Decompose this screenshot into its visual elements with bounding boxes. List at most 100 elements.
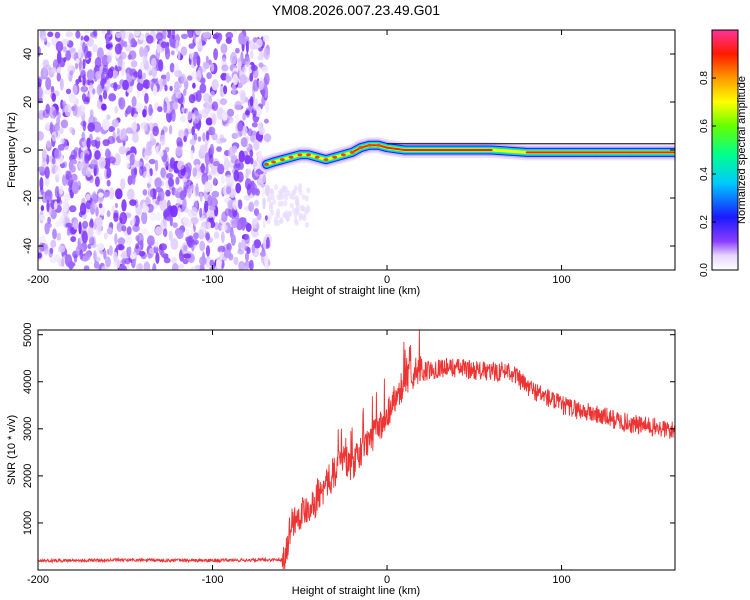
noise-speckle bbox=[142, 201, 147, 213]
noise-speckle bbox=[279, 217, 284, 224]
noise-speckle bbox=[70, 159, 78, 165]
noise-speckle bbox=[220, 43, 228, 54]
ridge-peak-mark bbox=[332, 155, 338, 159]
noise-speckle bbox=[203, 63, 210, 69]
noise-speckle bbox=[94, 176, 100, 187]
snr-ytick-label: 1000 bbox=[22, 511, 34, 535]
noise-speckle bbox=[265, 100, 270, 113]
noise-speckle bbox=[83, 265, 90, 270]
noise-speckle bbox=[202, 31, 211, 39]
colorbar-ticks: 0.0 0.2 0.4 0.6 0.8 bbox=[699, 71, 716, 277]
noise-speckle bbox=[132, 132, 139, 143]
noise-speckle bbox=[194, 200, 198, 208]
noise-speckle bbox=[81, 255, 89, 262]
noise-speckle bbox=[262, 34, 270, 43]
noise-speckle bbox=[232, 73, 239, 86]
noise-speckle bbox=[206, 101, 213, 112]
noise-speckle bbox=[67, 260, 75, 270]
noise-speckle bbox=[145, 196, 149, 203]
noise-speckle bbox=[266, 236, 270, 249]
noise-speckle bbox=[157, 106, 163, 113]
noise-speckle bbox=[96, 84, 102, 96]
noise-speckle bbox=[168, 230, 173, 242]
noise-speckle bbox=[69, 70, 74, 76]
noise-speckle bbox=[200, 163, 206, 174]
noise-speckle bbox=[83, 35, 90, 42]
noise-speckle bbox=[172, 101, 179, 110]
noise-speckle bbox=[226, 186, 232, 195]
noise-speckle bbox=[230, 233, 236, 246]
noise-speckle bbox=[127, 105, 132, 113]
noise-speckle bbox=[102, 191, 110, 198]
noise-speckle bbox=[82, 220, 89, 229]
noise-speckle bbox=[147, 235, 155, 247]
noise-speckle bbox=[174, 81, 180, 92]
noise-speckle bbox=[101, 82, 105, 89]
noise-speckle bbox=[56, 232, 62, 241]
noise-speckle bbox=[211, 101, 219, 111]
noise-speckle bbox=[75, 30, 81, 39]
noise-speckle bbox=[94, 57, 102, 69]
noise-speckle bbox=[64, 145, 72, 151]
noise-speckle bbox=[117, 237, 126, 246]
noise-speckle bbox=[108, 187, 115, 200]
ridge-peak-mark bbox=[375, 143, 381, 147]
noise-speckle bbox=[151, 65, 158, 78]
noise-speckle bbox=[158, 143, 162, 150]
noise-speckle bbox=[249, 157, 254, 165]
noise-speckle bbox=[89, 236, 95, 246]
noise-speckle bbox=[233, 30, 238, 35]
noise-speckle bbox=[221, 174, 225, 185]
noise-speckle bbox=[298, 183, 303, 190]
noise-speckle bbox=[70, 149, 78, 161]
noise-speckle bbox=[181, 107, 185, 113]
noise-speckle bbox=[195, 70, 202, 82]
noise-speckle bbox=[65, 50, 72, 61]
noise-speckle bbox=[105, 148, 111, 159]
noise-speckle bbox=[263, 48, 270, 60]
noise-speckle bbox=[57, 245, 66, 253]
noise-speckle bbox=[263, 236, 267, 250]
noise-speckle bbox=[217, 163, 225, 175]
noise-speckle bbox=[44, 222, 50, 235]
noise-speckle bbox=[171, 257, 178, 265]
noise-speckle bbox=[142, 72, 146, 80]
noise-speckle bbox=[46, 154, 50, 165]
noise-speckle bbox=[108, 156, 116, 164]
noise-speckle bbox=[71, 181, 79, 195]
noise-speckle bbox=[244, 154, 252, 165]
noise-speckle bbox=[68, 93, 76, 104]
noise-speckle bbox=[269, 188, 274, 195]
noise-speckle bbox=[246, 247, 251, 254]
noise-speckle bbox=[244, 178, 252, 191]
noise-speckle bbox=[238, 150, 245, 163]
noise-speckle bbox=[118, 97, 126, 110]
noise-speckle bbox=[258, 122, 263, 135]
noise-speckle bbox=[51, 92, 56, 102]
noise-speckle bbox=[48, 247, 53, 258]
ridge-peak-mark bbox=[340, 153, 346, 157]
noise-speckle bbox=[121, 199, 127, 212]
heatmap-ytick-label: 20 bbox=[22, 96, 34, 108]
noise-speckle bbox=[182, 217, 190, 223]
noise-speckle bbox=[38, 252, 42, 259]
noise-speckle bbox=[155, 252, 160, 264]
noise-speckle bbox=[159, 243, 167, 251]
noise-speckle bbox=[142, 189, 148, 196]
noise-speckle bbox=[234, 100, 242, 111]
heatmap-xtick-label: -100 bbox=[202, 274, 224, 286]
noise-speckle bbox=[148, 175, 153, 185]
noise-speckle bbox=[61, 257, 65, 267]
snr-series-line bbox=[38, 330, 675, 570]
noise-speckle bbox=[194, 264, 201, 270]
noise-speckle bbox=[251, 122, 258, 128]
noise-speckle bbox=[175, 92, 182, 99]
noise-speckle bbox=[106, 79, 110, 91]
noise-speckle bbox=[118, 145, 127, 155]
heatmap-xtick-label: 0 bbox=[384, 274, 390, 286]
noise-speckle bbox=[247, 169, 251, 175]
noise-speckle bbox=[190, 266, 196, 270]
noise-speckle bbox=[155, 226, 163, 236]
noise-speckle bbox=[38, 131, 44, 141]
